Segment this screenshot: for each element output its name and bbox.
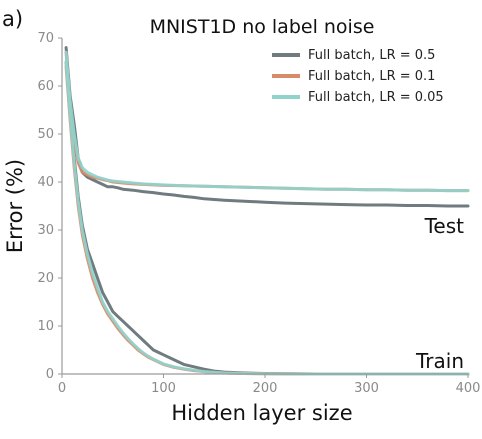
y-tick-label: 40 bbox=[37, 175, 54, 190]
legend-label-1: Full batch, LR = 0.5 bbox=[308, 48, 435, 63]
series-2-train-line bbox=[64, 65, 470, 376]
test-annotation: Test bbox=[424, 214, 465, 238]
y-tick-label: 20 bbox=[37, 271, 54, 286]
panel-label: a) bbox=[2, 7, 23, 31]
x-axis-label: Hidden layer size bbox=[171, 401, 352, 425]
y-tick-label: 10 bbox=[37, 319, 54, 334]
y-tick-label: 30 bbox=[37, 223, 54, 238]
y-tick-label: 50 bbox=[37, 127, 54, 142]
x-tick-label: 300 bbox=[354, 381, 379, 396]
series-1-train-line bbox=[64, 60, 470, 376]
y-tick-label: 60 bbox=[37, 79, 54, 94]
x-tick-label: 400 bbox=[456, 381, 481, 396]
legend: Full batch, LR = 0.5 Full batch, LR = 0.1… bbox=[272, 48, 444, 105]
series-3-train-line bbox=[64, 60, 470, 376]
series-1-test-line bbox=[64, 46, 470, 208]
plot-area bbox=[64, 46, 470, 376]
y-tick-label: 70 bbox=[37, 31, 54, 46]
x-tick-label: 100 bbox=[151, 381, 176, 396]
train-annotation: Train bbox=[415, 349, 464, 373]
y-tick-label: 0 bbox=[46, 367, 54, 382]
y-axis-label: Error (%) bbox=[3, 159, 27, 253]
x-tick-label: 0 bbox=[58, 381, 66, 396]
series-3-test-line bbox=[64, 50, 470, 193]
chart-title: MNIST1D no label noise bbox=[150, 16, 375, 38]
legend-label-2: Full batch, LR = 0.1 bbox=[308, 69, 435, 84]
ticks: 0 100 200 300 400 0 10 20 30 40 50 60 70 bbox=[37, 31, 480, 396]
legend-label-3: Full batch, LR = 0.05 bbox=[308, 90, 444, 105]
x-tick-label: 200 bbox=[253, 381, 278, 396]
